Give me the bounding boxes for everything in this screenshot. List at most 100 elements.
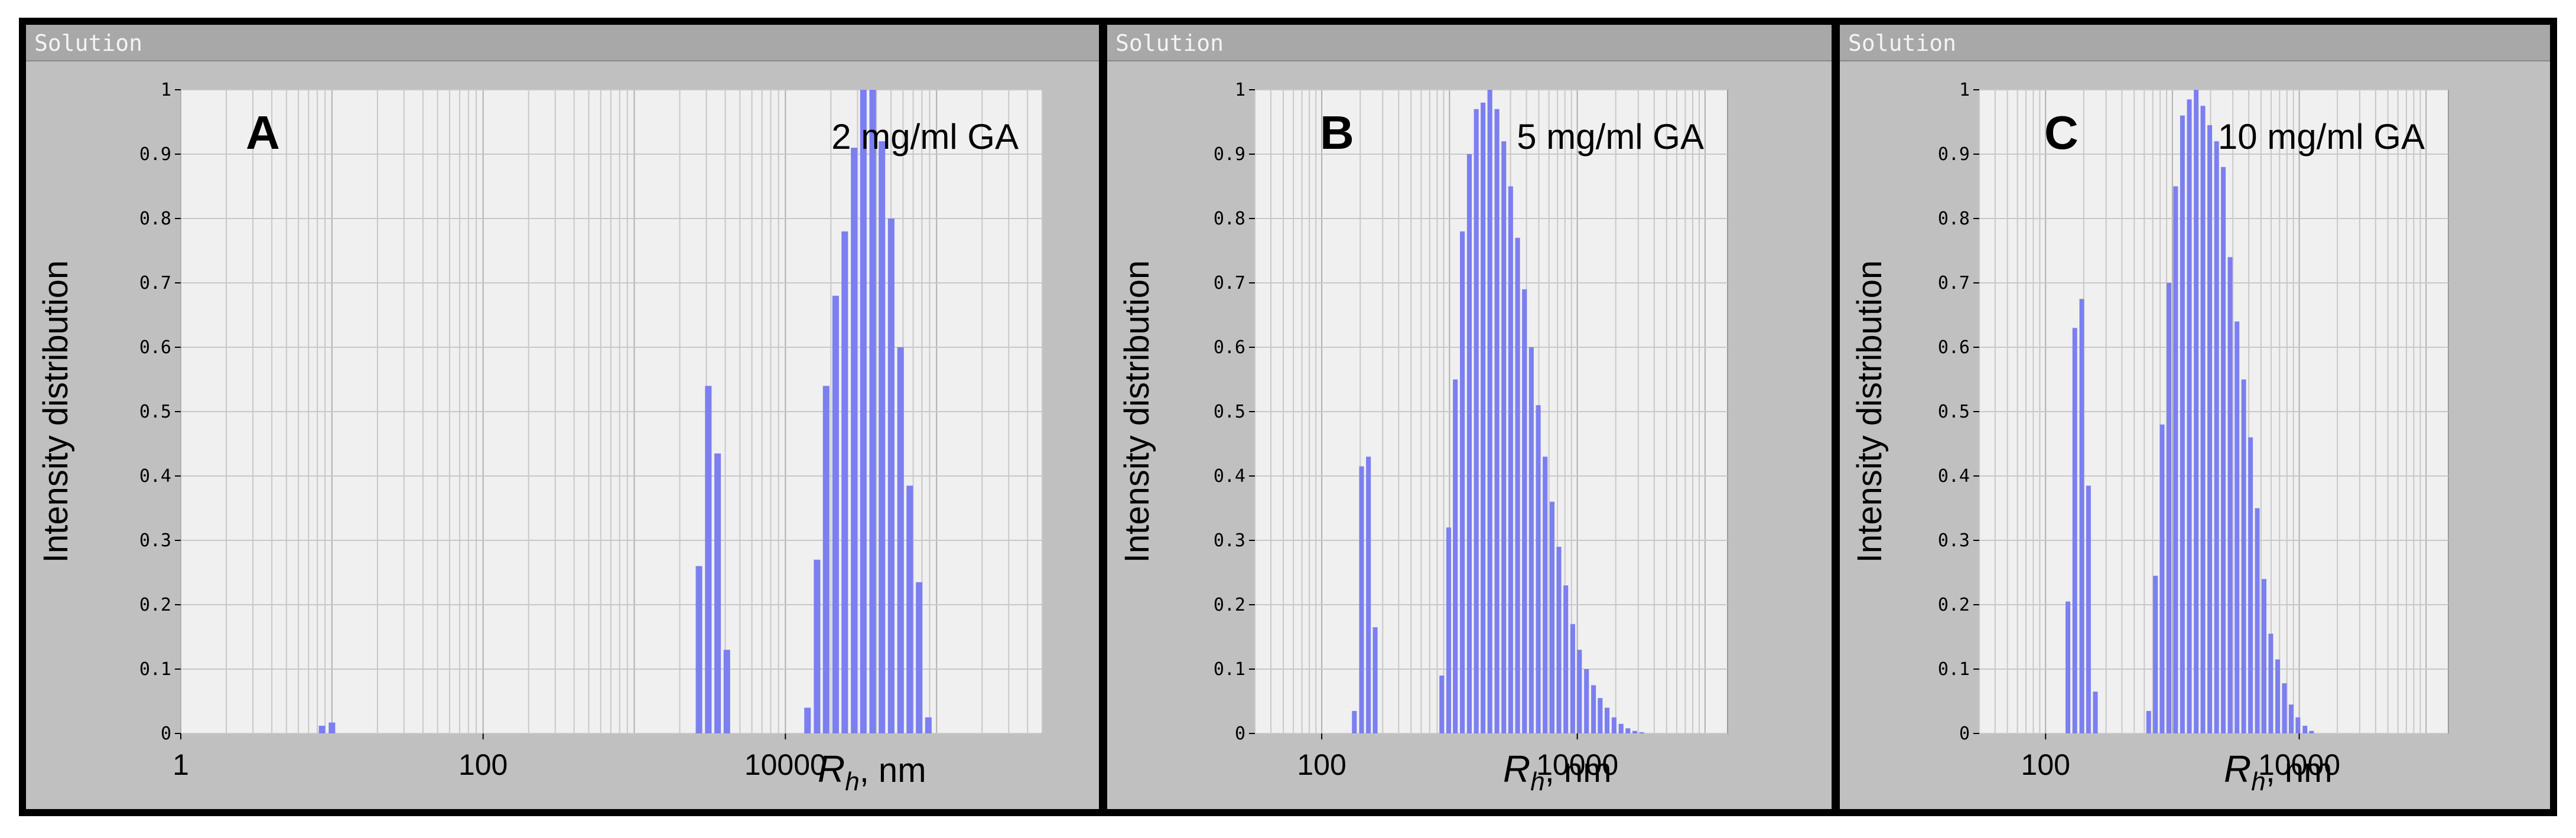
y-tick-label: 1 bbox=[161, 80, 171, 100]
x-axis-label-unit: , nm bbox=[2266, 751, 2333, 790]
bar bbox=[804, 707, 811, 733]
bar bbox=[2235, 321, 2240, 733]
y-tick-label: 0.5 bbox=[1214, 402, 1245, 422]
bar bbox=[869, 90, 876, 733]
chart-panel-c: Solution 0 0.1 0.2 0.3 0.4 0.5 0.6 0.7 0.8 0.9 1 100… bbox=[1833, 18, 2557, 816]
x-axis-label-var: R bbox=[1503, 748, 1530, 790]
bar bbox=[1639, 732, 1644, 733]
bar bbox=[2282, 683, 2287, 733]
bar bbox=[1439, 675, 1445, 733]
bar bbox=[879, 141, 886, 733]
x-tick-label: 100 bbox=[2021, 748, 2070, 781]
bar bbox=[2227, 257, 2233, 733]
bar bbox=[705, 386, 712, 733]
bar bbox=[695, 566, 702, 733]
bar bbox=[2207, 125, 2213, 734]
bar bbox=[1563, 585, 1569, 733]
bar bbox=[714, 453, 721, 733]
bar bbox=[2262, 579, 2266, 733]
y-tick-label: 0.4 bbox=[1214, 466, 1245, 487]
bar bbox=[2221, 167, 2226, 733]
y-tick-label: 1 bbox=[1959, 80, 1970, 100]
bar bbox=[2086, 485, 2091, 733]
bar bbox=[1508, 186, 1513, 733]
bar bbox=[2146, 710, 2151, 733]
bar bbox=[851, 148, 858, 734]
y-axis-label: Intensity distribution bbox=[37, 260, 75, 563]
bar bbox=[1515, 237, 1520, 733]
y-tick-label: 0.8 bbox=[139, 208, 171, 229]
bar bbox=[1466, 154, 1472, 733]
bar bbox=[1528, 347, 1534, 733]
bar bbox=[1618, 723, 1624, 733]
bar bbox=[2093, 692, 2098, 733]
bar bbox=[916, 582, 923, 733]
chart-panel-b: Solution 0 0.1 0.2 0.3 0.4 0.5 0.6 0.7 0.8 0.9 1 100… bbox=[1100, 18, 1839, 816]
bar bbox=[2275, 659, 2281, 733]
y-tick-label: 0.1 bbox=[1938, 659, 1970, 680]
x-axis-label-unit: , nm bbox=[1545, 751, 1612, 790]
x-axis-label-sub: h bbox=[2251, 767, 2265, 796]
bar bbox=[1453, 379, 1458, 733]
bar bbox=[2268, 634, 2273, 733]
bar bbox=[1487, 90, 1492, 733]
bar bbox=[1446, 527, 1451, 733]
bar bbox=[897, 347, 904, 733]
y-tick-label: 0.1 bbox=[139, 659, 171, 680]
bar bbox=[2187, 99, 2192, 734]
y-tick-label: 0 bbox=[1959, 723, 1970, 744]
bar bbox=[832, 295, 839, 733]
bar bbox=[1474, 109, 1479, 734]
bar bbox=[822, 386, 830, 733]
y-tick-label: 0.9 bbox=[1214, 144, 1245, 165]
bar bbox=[2309, 731, 2314, 733]
x-axis-label-unit: , nm bbox=[860, 751, 926, 790]
bar bbox=[1460, 231, 1465, 733]
bar bbox=[2180, 115, 2185, 734]
y-tick-label: 0.7 bbox=[1938, 273, 1970, 294]
panel-letter: A bbox=[246, 106, 280, 159]
concentration-annotation: 10 mg/ml GA bbox=[2218, 117, 2425, 156]
bar bbox=[1352, 710, 1357, 733]
y-tick-label: 0.4 bbox=[139, 466, 171, 487]
bar bbox=[1598, 698, 1603, 733]
x-axis-label: Rh, nm bbox=[818, 748, 926, 796]
bar bbox=[2159, 424, 2165, 733]
chart-svg: 0 0.1 0.2 0.3 0.4 0.5 0.6 0.7 0.8 0.9 1 1 100 10000Rh… bbox=[37, 80, 1043, 796]
y-tick-label: 0.6 bbox=[1938, 337, 1970, 358]
bar bbox=[2214, 141, 2219, 733]
y-tick-label: 0.2 bbox=[1214, 595, 1245, 615]
y-tick-label: 0.5 bbox=[139, 402, 171, 422]
bar bbox=[1584, 669, 1589, 733]
y-tick-label: 0.1 bbox=[1214, 659, 1245, 680]
bar bbox=[1625, 728, 1631, 733]
x-tick-label: 10000 bbox=[744, 748, 827, 781]
y-tick-label: 0.3 bbox=[1938, 530, 1970, 551]
y-axis-label: Intensity distribution bbox=[1118, 260, 1156, 563]
bar bbox=[2241, 379, 2246, 733]
x-axis-label-sub: h bbox=[1530, 767, 1544, 796]
bar bbox=[318, 725, 326, 733]
bar bbox=[2200, 106, 2206, 733]
x-axis-label: Rh, nm bbox=[1503, 748, 1612, 796]
bar bbox=[1577, 650, 1582, 733]
bar bbox=[1543, 457, 1548, 733]
bar bbox=[2079, 299, 2084, 733]
chart-svg: 0 0.1 0.2 0.3 0.4 0.5 0.6 0.7 0.8 0.9 1 100 10000Rh,… bbox=[1850, 80, 2449, 796]
bar bbox=[2167, 283, 2172, 733]
bar bbox=[2248, 437, 2253, 733]
chart-panel-a: Solution 0 0.1 0.2 0.3 0.4 0.5 0.6 0.7 0.8 0.9 1 1 10… bbox=[19, 18, 1106, 816]
y-tick-label: 0.3 bbox=[139, 530, 171, 551]
bar bbox=[1604, 707, 1610, 733]
x-tick-label: 1 bbox=[173, 748, 189, 781]
bar bbox=[2194, 90, 2199, 733]
bar bbox=[1632, 731, 1638, 733]
bar bbox=[1549, 501, 1555, 733]
x-axis-label-sub: h bbox=[845, 767, 859, 796]
bar bbox=[2255, 508, 2260, 733]
window-title: Solution bbox=[1107, 25, 1832, 61]
y-tick-label: 0.9 bbox=[1938, 144, 1970, 165]
y-tick-label: 0.7 bbox=[139, 273, 171, 294]
bar bbox=[1481, 102, 1486, 733]
x-axis-label: Rh, nm bbox=[2224, 748, 2333, 796]
